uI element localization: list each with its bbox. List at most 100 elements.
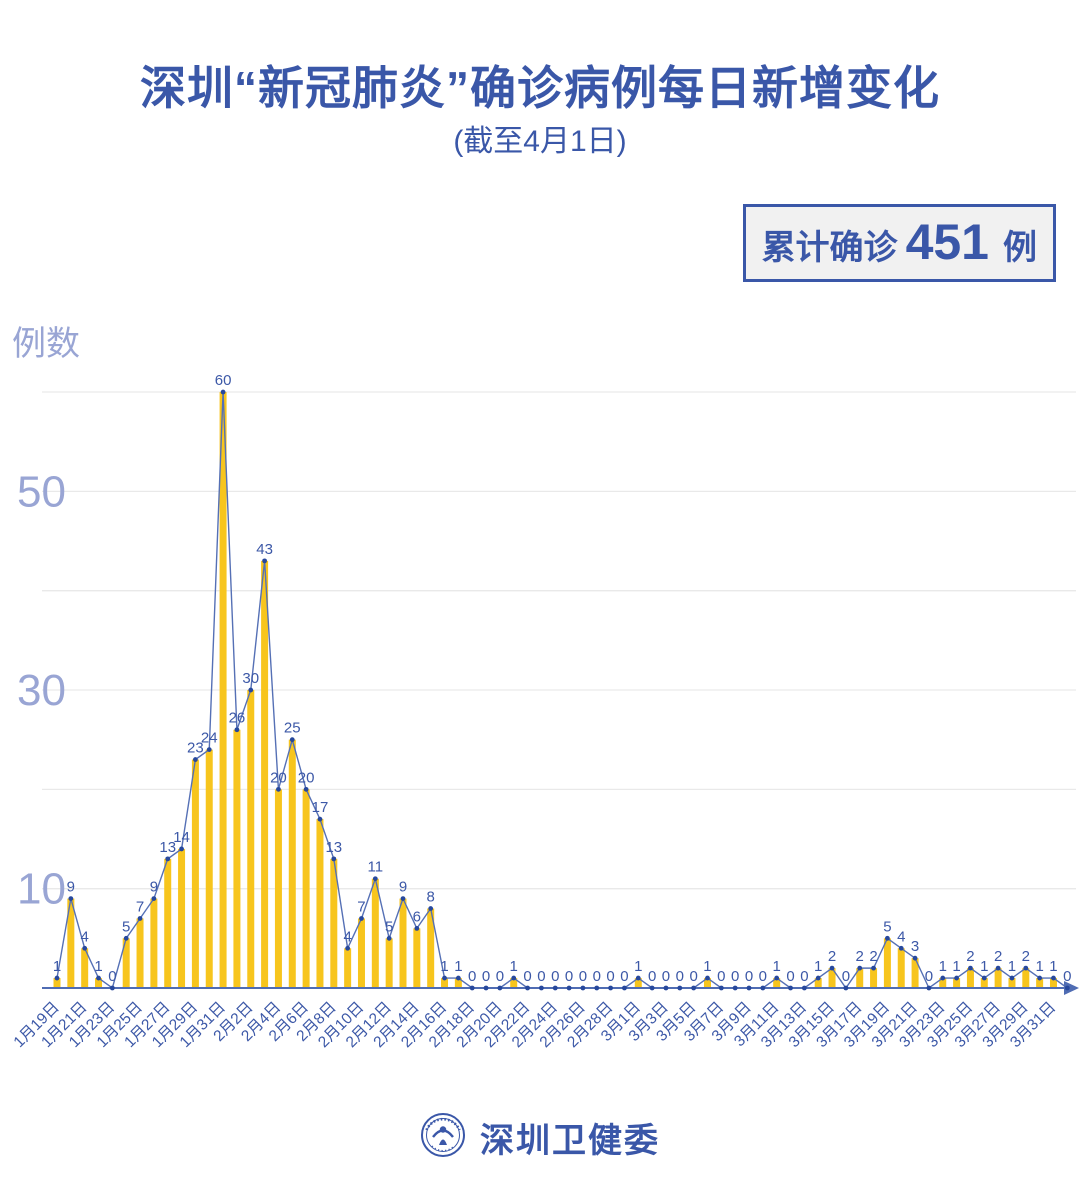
y-axis-title: 例数: [12, 325, 80, 363]
data-point-dot: [663, 985, 669, 991]
data-point-dot: [566, 985, 572, 991]
value-label: 7: [136, 898, 144, 915]
value-label: 0: [565, 968, 573, 985]
data-point-dot: [317, 816, 323, 822]
value-label: 2: [994, 948, 1002, 965]
data-point-dot: [940, 975, 946, 981]
bar: [703, 978, 711, 988]
value-label: 9: [67, 879, 75, 896]
bar: [994, 968, 1002, 988]
bar: [344, 948, 352, 988]
value-label: 1: [952, 958, 960, 975]
data-point-dot: [54, 975, 60, 981]
data-point-dot: [788, 985, 793, 991]
bar: [178, 848, 186, 988]
value-label: 6: [413, 908, 421, 925]
value-label: 0: [523, 968, 531, 985]
bar: [939, 978, 947, 988]
bar: [136, 918, 144, 988]
page-title: 深圳“新冠肺炎”确诊病例每日新增变化: [140, 62, 940, 114]
value-label: 11: [368, 859, 384, 876]
data-point-dot: [123, 935, 129, 941]
value-label: 24: [201, 730, 218, 747]
value-label: 23: [187, 740, 204, 757]
bar: [510, 978, 518, 988]
data-point-dot: [815, 975, 821, 981]
data-point-dot: [981, 975, 987, 981]
bar: [413, 928, 421, 988]
value-label: 1: [980, 958, 988, 975]
data-point-dot: [580, 985, 586, 991]
data-point-dot: [732, 985, 738, 991]
value-label: 25: [284, 720, 301, 737]
value-label: 3: [911, 938, 919, 955]
data-point-dot: [995, 965, 1001, 971]
bar: [261, 560, 269, 988]
data-point-dot: [774, 975, 780, 981]
data-point-dot: [594, 985, 600, 991]
value-label: 26: [229, 710, 246, 727]
value-label: 13: [325, 839, 342, 856]
data-point-dot: [857, 965, 863, 971]
data-point-dot: [539, 985, 544, 991]
bar: [427, 908, 435, 988]
value-label: 17: [312, 799, 329, 816]
value-label: 5: [122, 918, 130, 935]
value-label: 9: [150, 879, 158, 896]
value-label: 2: [856, 948, 864, 965]
data-point-dot: [68, 896, 74, 902]
data-point-dot: [137, 916, 143, 921]
value-label: 0: [689, 968, 697, 985]
value-label: 5: [385, 918, 393, 935]
data-point-dot: [622, 985, 627, 991]
value-label: 0: [482, 968, 490, 985]
value-label: 0: [108, 968, 116, 985]
bar: [1022, 968, 1030, 988]
value-label: 1: [773, 958, 781, 975]
value-label: 0: [648, 968, 656, 985]
data-point-dot: [331, 856, 337, 862]
value-label: 14: [173, 829, 190, 846]
data-point-dot: [400, 896, 406, 902]
data-point-dot: [234, 727, 240, 733]
value-label: 0: [676, 968, 684, 985]
data-point-dot: [871, 965, 876, 971]
data-point-dot: [552, 985, 558, 991]
bar: [856, 968, 864, 988]
bar: [122, 938, 130, 988]
data-point-dot: [179, 846, 184, 852]
badge-suffix-label: 例: [1003, 229, 1037, 267]
bar: [399, 898, 407, 988]
data-point-dot: [206, 747, 212, 753]
cumulative-total-badge: 累计确诊 451 例: [742, 204, 1056, 282]
value-label: 20: [270, 769, 287, 786]
value-label: 1: [634, 958, 642, 975]
value-label: 20: [298, 769, 315, 786]
value-label: 0: [786, 968, 794, 985]
bar: [81, 948, 89, 988]
bar: [371, 878, 379, 988]
value-label: 9: [399, 879, 407, 896]
value-label: 1: [1049, 958, 1057, 975]
bar: [883, 938, 891, 988]
value-label: 43: [256, 541, 273, 558]
value-label: 1: [510, 958, 518, 975]
data-point-dot: [248, 687, 254, 693]
value-label: 8: [427, 889, 435, 906]
value-label: 1: [814, 958, 822, 975]
bar: [1049, 978, 1057, 988]
bar: [897, 948, 905, 988]
bar: [67, 898, 75, 988]
bar: [357, 918, 365, 988]
data-point-dot: [608, 985, 613, 991]
value-label: 5: [883, 918, 891, 935]
page-subtitle: (截至4月1日): [453, 125, 627, 158]
bar: [634, 978, 642, 988]
value-label: 0: [579, 968, 587, 985]
value-label: 0: [496, 968, 504, 985]
bar: [911, 958, 919, 988]
data-point-dot: [359, 916, 364, 921]
data-point-dot: [649, 985, 655, 991]
data-point-dot: [705, 975, 710, 981]
data-point-dot: [1009, 975, 1015, 981]
